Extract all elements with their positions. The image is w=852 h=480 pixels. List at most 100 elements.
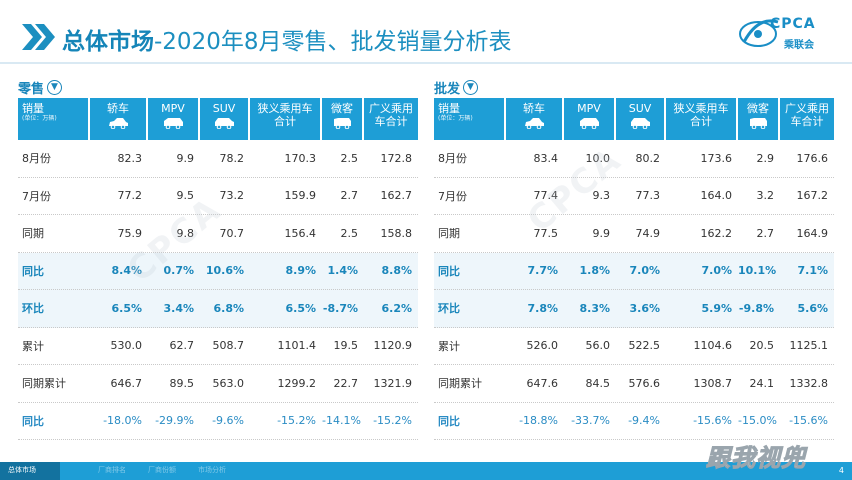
table-cell: 2.9 — [756, 151, 775, 165]
cpca-logo-icon — [739, 19, 779, 47]
table-cell: 8.8% — [381, 264, 412, 278]
row-label: 7月份 — [22, 189, 51, 203]
footer-tab-share[interactable]: 厂商份额 — [148, 466, 176, 474]
table-cell: 2.5 — [340, 226, 359, 240]
row-label: 同期 — [438, 227, 460, 241]
table-row: 同期 77.5 9.9 74.9 162.2 2.7 164.9 — [434, 215, 834, 253]
table-cell: -9.8% — [738, 301, 774, 315]
table-cell: -18.8% — [519, 414, 558, 428]
mpv-car-icon — [164, 118, 183, 129]
table-cell: 563.0 — [212, 376, 245, 390]
table-row: 8月份 82.3 9.9 78.2 170.3 2.5 172.8 — [18, 140, 418, 178]
row-label: 环比 — [438, 302, 460, 316]
table-cell: -14.1% — [322, 414, 361, 428]
slide-header: 总体市场-2020年8月零售、批发销量分析表 CPCA 乘联会 — [0, 0, 852, 64]
retail-label: 零售 — [18, 82, 45, 97]
microvan-icon — [334, 118, 351, 129]
mpv-car-icon — [580, 118, 599, 129]
table-cell: 647.6 — [526, 376, 559, 390]
table-cell: 3.4% — [163, 301, 194, 315]
table-cell: -9.4% — [628, 414, 660, 428]
table-cell: 7.0% — [629, 264, 660, 278]
header-label: MPV — [577, 102, 601, 115]
table-cell: 62.7 — [169, 339, 195, 353]
header-cell-mpv: MPV — [564, 98, 616, 140]
row-label: 同期累计 — [22, 377, 66, 391]
table-cell: 1125.1 — [789, 339, 829, 353]
table-row: 同期累计 646.7 89.5 563.0 1299.2 22.7 1321.9 — [18, 365, 418, 403]
table-row: 7月份 77.4 9.3 77.3 164.0 3.2 167.2 — [434, 178, 834, 215]
header-divider — [0, 62, 852, 64]
table-cell: 530.0 — [110, 339, 143, 353]
wholesale-section-label: 批发 ▼ — [434, 78, 479, 97]
page-title-rest: -2020年8月零售、批发销量分析表 — [154, 29, 512, 55]
table-cell: -15.6% — [789, 414, 828, 428]
header-unit-label: (单位：万辆) — [438, 115, 473, 122]
table-cell: 7.0% — [701, 264, 732, 278]
sedan-car-icon — [525, 118, 544, 129]
table-cell: 74.9 — [635, 226, 661, 240]
header-label: 微客 — [331, 102, 353, 115]
table-header: 销量 (单位：万辆) 轿车 MPV SUV 狭义乘用车合计 微客 广义乘用车合计 — [18, 98, 418, 140]
brand-watermark: 跟我视兜 — [706, 444, 806, 473]
table-cell: 5.9% — [701, 301, 732, 315]
footer-bar: 总体市场 厂商排名 厂商份额 市场分析 4 — [0, 462, 852, 480]
page-title-bold: 总体市场 — [62, 29, 154, 55]
row-label: 7月份 — [438, 189, 467, 203]
footer-tab-analysis[interactable]: 市场分析 — [198, 466, 226, 474]
table-header: 销量 (单位：万辆) 轿车 MPV SUV 狭义乘用车合计 微客 广义乘用车合计 — [434, 98, 834, 140]
table-cell: 2.7 — [756, 226, 775, 240]
table-cell: 156.4 — [284, 226, 317, 240]
table-cell: 75.9 — [117, 226, 143, 240]
table-row: 8月份 83.4 10.0 80.2 173.6 2.9 176.6 — [434, 140, 834, 178]
table-cell: 9.9 — [176, 151, 195, 165]
header-cell-narrow-total: 狭义乘用车合计 — [666, 98, 738, 140]
table-cell: 1.4% — [327, 264, 358, 278]
table-cell: 77.2 — [117, 189, 143, 203]
table-cell: 164.9 — [796, 226, 829, 240]
footer-tab-ranking[interactable]: 厂商排名 — [98, 466, 126, 474]
table-cell: -18.0% — [103, 414, 142, 428]
header-sales-label: 销量 — [438, 102, 460, 115]
table-cell: 83.4 — [533, 151, 559, 165]
table-row: 同期 75.9 9.8 70.7 156.4 2.5 158.8 — [18, 215, 418, 253]
table-cell: 6.2% — [381, 301, 412, 315]
table-cell: 7.7% — [527, 264, 558, 278]
table-cell: 80.2 — [635, 151, 661, 165]
header-label: 狭义乘用车合计 — [257, 102, 313, 128]
table-cell: -29.9% — [155, 414, 194, 428]
logo-text: CPCA — [770, 16, 816, 32]
header-cell-sales: 销量 (单位：万辆) — [18, 98, 90, 140]
table-cell: 159.9 — [284, 189, 317, 203]
header-cell-broad-total: 广义乘用车合计 — [780, 98, 834, 140]
header-label: 广义乘用车合计 — [369, 102, 413, 128]
arrow-down-circle-icon: ▼ — [47, 80, 63, 95]
header-cell-microvan: 微客 — [738, 98, 780, 140]
table-cell: 1101.4 — [277, 339, 317, 353]
header-label: 轿车 — [523, 102, 545, 115]
retail-section-label: 零售 ▼ — [18, 78, 63, 97]
wholesale-label: 批发 — [434, 82, 461, 97]
header-label: SUV — [628, 102, 652, 115]
table-row: 环比 6.5% 3.4% 6.8% 6.5% -8.7% 6.2% — [18, 290, 418, 328]
row-label: 同比 — [438, 414, 460, 428]
table-cell: 1332.8 — [789, 376, 829, 390]
table-cell: 24.1 — [749, 376, 775, 390]
table-cell: 176.6 — [796, 151, 829, 165]
table-cell: 170.3 — [284, 151, 317, 165]
microvan-icon — [750, 118, 767, 129]
header-cell-sedan: 轿车 — [506, 98, 564, 140]
table-cell: 576.6 — [628, 376, 661, 390]
table-cell: 158.8 — [380, 226, 413, 240]
table-cell: 9.3 — [592, 189, 611, 203]
logo-subtext: 乘联会 — [784, 40, 814, 51]
footer-tab-overall[interactable]: 总体市场 — [8, 466, 36, 474]
header-sales-label: 销量 — [22, 102, 44, 115]
table-body: 8月份 82.3 9.9 78.2 170.3 2.5 172.8 7月份 77.2 9.5 73.… — [18, 140, 418, 440]
table-cell: 8.9% — [285, 264, 316, 278]
table-cell: 1299.2 — [277, 376, 317, 390]
table-cell: 77.5 — [533, 226, 559, 240]
row-label: 同比 — [438, 264, 460, 278]
suv-car-icon — [631, 118, 650, 129]
table-cell: 3.2 — [756, 189, 775, 203]
